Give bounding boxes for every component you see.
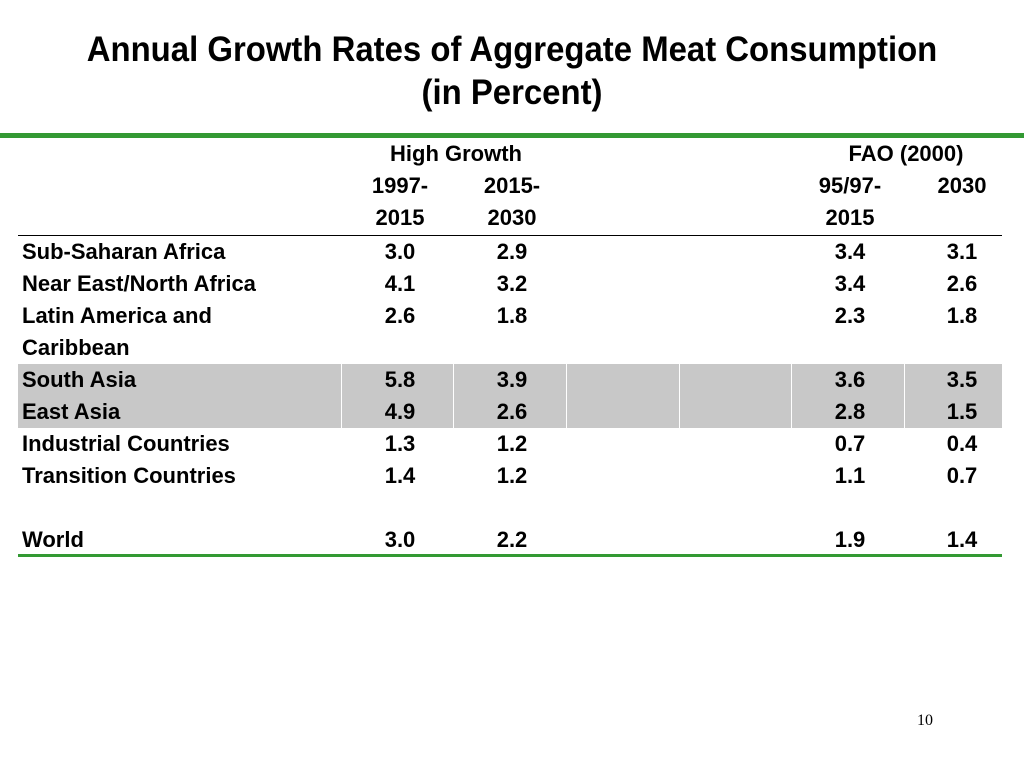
- cell-divider: [679, 396, 680, 428]
- cell-divider: [791, 364, 792, 396]
- column-header-2-line-1: 2015-: [483, 173, 541, 198]
- slide-title: Annual Growth Rates of Aggregate Meat Co…: [31, 28, 994, 114]
- row-region: East Asia: [22, 399, 121, 424]
- row-region: Industrial Countries: [22, 431, 230, 456]
- page-number: 10: [917, 712, 933, 729]
- cell-divider: [679, 364, 680, 396]
- column-header-1-line-1: 1997-: [371, 173, 429, 198]
- row-value-fao-95-2015: 3.4: [834, 271, 866, 296]
- table-body: Sub-Saharan Africa 3.0 2.9 3.4 3.1 Near …: [18, 236, 1002, 556]
- row-region: Sub-Saharan Africa: [22, 239, 226, 264]
- row-value-fao-95-2015: 3.4: [834, 239, 866, 264]
- cell-divider: [904, 364, 905, 396]
- row-value-1997-2015: 5.8: [384, 367, 416, 392]
- row-value-2015-2030: 1.2: [496, 431, 528, 456]
- header-rule: [18, 235, 1002, 236]
- row-value-fao-95-2015: 0.7: [834, 431, 866, 456]
- row-value-fao-2030: 0.7: [946, 463, 978, 488]
- row-value-1997-2015: 4.9: [384, 399, 416, 424]
- row-value-2015-2030: 2.6: [496, 399, 528, 424]
- row-value-1997-2015: 1.4: [384, 463, 416, 488]
- row-value-fao-95-2015: 3.6: [834, 367, 866, 392]
- table-header: High Growth FAO (2000) 1997- 2015 2015- …: [18, 138, 1002, 236]
- cell-divider: [566, 364, 567, 396]
- row-value-fao-2030: 1.8: [946, 303, 978, 328]
- row-region: South Asia: [22, 367, 137, 392]
- row-value-2015-2030: 2.9: [496, 239, 528, 264]
- row-value-fao-95-2015: 2.3: [834, 303, 866, 328]
- table-row: Transition Countries 1.4 1.2 1.1 0.7: [18, 460, 1002, 492]
- group-header-fao-2000: FAO (2000): [848, 141, 964, 166]
- row-value-fao-95-2015: 2.8: [834, 399, 866, 424]
- row-region: Transition Countries: [22, 463, 236, 488]
- table-row: Near East/North Africa 4.1 3.2 3.4 2.6: [18, 268, 1002, 300]
- column-header-1-line-2: 2015: [375, 205, 425, 230]
- row-value-fao-2030: 0.4: [946, 431, 978, 456]
- cell-divider: [904, 396, 905, 428]
- cell-divider: [566, 396, 567, 428]
- column-header-3-line-2: 2015: [825, 205, 875, 230]
- cell-divider: [341, 396, 342, 428]
- row-value-1997-2015: 3.0: [384, 239, 416, 264]
- row-value-fao-2030: 3.1: [946, 239, 978, 264]
- column-header-3-line-1: 95/97-: [818, 173, 882, 198]
- row-region: Near East/North Africa: [22, 271, 256, 296]
- row-region: World: [22, 527, 84, 552]
- row-value-2015-2030: 1.8: [496, 303, 528, 328]
- row-value-1997-2015: 1.3: [384, 431, 416, 456]
- table-bottom-rule: [18, 554, 1002, 557]
- row-value-1997-2015: 2.6: [384, 303, 416, 328]
- row-value-2015-2030: 3.9: [496, 367, 528, 392]
- table-row: Sub-Saharan Africa 3.0 2.9 3.4 3.1: [18, 236, 1002, 268]
- cell-divider: [791, 396, 792, 428]
- table-row-world: World 3.0 2.2 1.9 1.4: [18, 524, 1002, 556]
- group-header-high-growth: High Growth: [390, 141, 522, 166]
- column-header-2-line-2: 2030: [487, 205, 537, 230]
- row-value-fao-2030: 2.6: [946, 271, 978, 296]
- row-value-fao-2030: 1.5: [946, 399, 978, 424]
- row-value-fao-2030: 1.4: [946, 527, 978, 552]
- table-row: Industrial Countries 1.3 1.2 0.7 0.4: [18, 428, 1002, 460]
- column-header-4-line-1: 2030: [937, 173, 987, 198]
- row-value-2015-2030: 1.2: [496, 463, 528, 488]
- row-value-2015-2030: 3.2: [496, 271, 528, 296]
- table-row-spacer: [18, 492, 1002, 524]
- row-region-line-2: Caribbean: [22, 335, 130, 360]
- row-value-2015-2030: 2.2: [496, 527, 528, 552]
- table-row-highlighted: South Asia 5.8 3.9 3.6 3.5: [18, 364, 1002, 396]
- row-value-fao-95-2015: 1.1: [834, 463, 866, 488]
- slide-title-line-1: Annual Growth Rates of Aggregate Meat Co…: [86, 30, 938, 69]
- slide-title-line-2: (in Percent): [421, 73, 603, 112]
- table-row: Latin America and Caribbean 2.6 1.8 2.3 …: [18, 300, 1002, 364]
- row-value-1997-2015: 3.0: [384, 527, 416, 552]
- row-value-fao-2030: 3.5: [946, 367, 978, 392]
- cell-divider: [341, 364, 342, 396]
- row-value-fao-95-2015: 1.9: [834, 527, 866, 552]
- row-region: Latin America and: [22, 303, 212, 328]
- title-divider: [0, 133, 1024, 138]
- cell-divider: [453, 396, 454, 428]
- table-row-highlighted: East Asia 4.9 2.6 2.8 1.5: [18, 396, 1002, 428]
- cell-divider: [453, 364, 454, 396]
- row-value-1997-2015: 4.1: [384, 271, 416, 296]
